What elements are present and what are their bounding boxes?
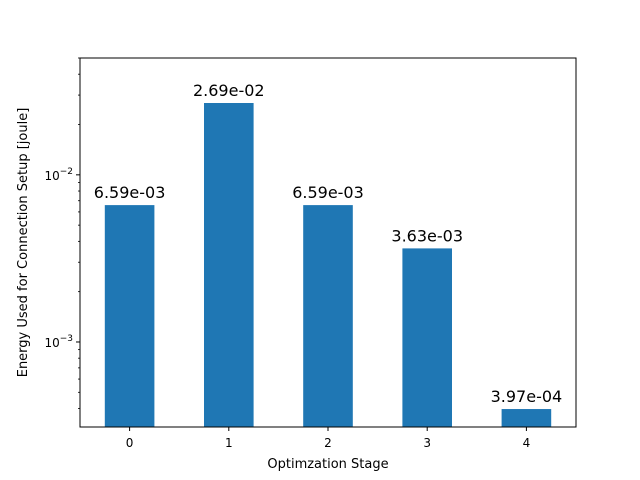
bar-value-label: 3.97e-04 <box>491 387 563 406</box>
x-tick-label: 0 <box>126 436 134 450</box>
bar-2 <box>303 205 353 427</box>
x-axis-ticks: 0 1 2 3 4 <box>126 427 530 450</box>
y-tick-label: 10−2 <box>44 167 73 183</box>
x-tick-label: 3 <box>423 436 431 450</box>
bar-value-label: 3.63e-03 <box>391 226 463 245</box>
x-tick-label: 2 <box>324 436 332 450</box>
bar-0 <box>104 205 155 427</box>
y-axis-ticks: 10−2 10−3 <box>44 57 80 409</box>
bar-value-label: 6.59e-03 <box>292 183 364 202</box>
bar-1 <box>204 102 254 427</box>
plot-area-frame <box>79 57 577 428</box>
y-axis-title: Energy Used for Connection Setup [joule] <box>16 108 31 378</box>
x-tick-label: 4 <box>523 436 531 450</box>
bar-3 <box>402 248 452 427</box>
x-tick-label: 1 <box>225 436 233 450</box>
bar-value-label: 6.59e-03 <box>94 183 166 202</box>
x-axis-title: Optimzation Stage <box>267 457 388 472</box>
bar-value-label: 2.69e-02 <box>193 81 265 100</box>
bars-group <box>104 102 552 427</box>
bar-labels-group: 6.59e-03 2.69e-02 6.59e-03 3.63e-03 3.97e-04 <box>94 81 562 406</box>
y-tick-label: 10−3 <box>44 334 73 350</box>
bar-4 <box>501 409 552 427</box>
